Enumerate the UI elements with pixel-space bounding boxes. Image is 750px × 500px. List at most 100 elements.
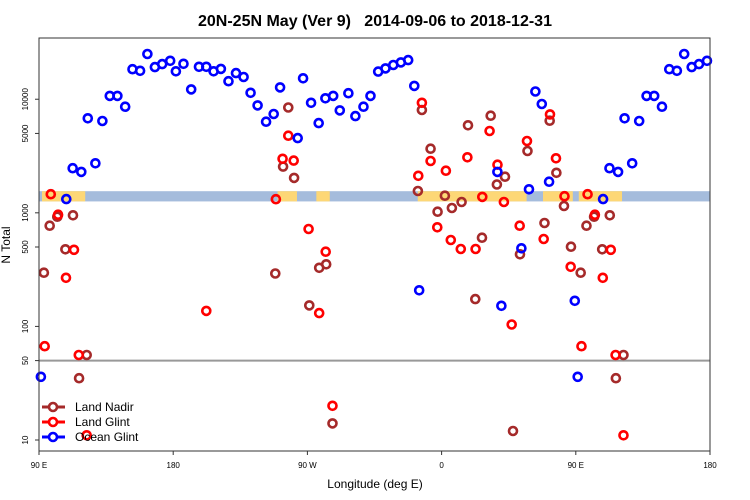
data-point	[178, 58, 189, 70]
land-segment	[277, 191, 297, 202]
data-point	[288, 172, 300, 184]
data-point	[425, 155, 436, 167]
data-point	[538, 233, 550, 245]
data-point	[610, 372, 622, 384]
x-tick-label: 90 E	[568, 461, 584, 470]
land-segment	[542, 191, 573, 202]
x-axis-label: Longitude (deg E)	[327, 477, 422, 491]
data-point	[44, 220, 56, 231]
data-point	[439, 190, 451, 201]
x-tick-label: 90 E	[31, 461, 47, 470]
data-point	[582, 188, 593, 200]
data-point	[408, 80, 420, 92]
data-point	[350, 110, 361, 122]
data-point	[544, 109, 556, 120]
data-point	[269, 268, 281, 279]
data-point	[97, 115, 108, 127]
data-point	[320, 246, 332, 257]
data-point	[119, 101, 131, 112]
data-point	[282, 102, 294, 113]
data-point	[292, 132, 304, 144]
data-point	[626, 158, 638, 169]
data-point	[230, 67, 242, 79]
data-point	[223, 75, 234, 87]
data-point	[470, 243, 481, 255]
data-point	[456, 196, 467, 208]
data-point	[572, 371, 584, 383]
y-axis-label: N Total	[0, 226, 13, 263]
data-point	[412, 170, 424, 182]
data-point	[201, 305, 212, 317]
data-point	[462, 120, 474, 131]
y-tick-label: 10	[21, 435, 30, 444]
data-point	[484, 125, 495, 137]
data-point	[514, 220, 526, 231]
data-point	[68, 244, 80, 256]
data-point	[112, 90, 123, 102]
y-tick-label: 500	[21, 240, 30, 254]
data-point	[678, 48, 690, 60]
data-point	[589, 209, 601, 220]
data-point	[313, 307, 325, 319]
data-point	[134, 65, 146, 77]
data-point	[45, 188, 57, 200]
x-tick-label: 0	[439, 461, 444, 470]
data-point	[320, 258, 332, 270]
data-point	[327, 90, 339, 102]
data-point	[215, 63, 227, 75]
data-point	[462, 152, 473, 163]
data-point	[648, 90, 660, 102]
data-point	[297, 73, 309, 84]
data-point	[523, 184, 535, 195]
data-point	[416, 97, 428, 109]
data-point	[558, 200, 570, 212]
data-point	[499, 171, 511, 182]
y-axis: 10 50 100 500 1000 5000 10000	[21, 88, 39, 444]
legend-item: Land Nadir	[42, 400, 134, 414]
data-point	[327, 418, 338, 429]
data-point	[618, 429, 629, 441]
data-point	[260, 116, 272, 127]
legend-label: Land Glint	[75, 415, 130, 429]
data-point	[201, 61, 212, 73]
data-point	[303, 223, 314, 235]
data-point	[277, 153, 288, 165]
data-point	[39, 340, 51, 352]
data-point	[446, 202, 458, 214]
data-point	[334, 105, 346, 116]
data-point	[67, 162, 78, 174]
series-land-nadir	[38, 102, 629, 437]
data-point	[575, 267, 587, 279]
data-point	[327, 400, 338, 412]
data-point	[252, 100, 263, 111]
data-point	[485, 110, 497, 121]
y-tick-label: 100	[21, 319, 30, 333]
data-point	[445, 234, 457, 246]
legend-item: Ocean Glint	[42, 430, 139, 444]
data-point	[522, 145, 533, 157]
land-segment	[417, 191, 527, 202]
data-point	[288, 155, 300, 166]
data-point	[597, 193, 609, 205]
data-point	[476, 191, 488, 203]
data-point	[73, 372, 85, 384]
legend-marker	[47, 431, 59, 443]
y-tick-label: 5000	[21, 124, 30, 142]
x-tick-label: 90 W	[298, 461, 317, 470]
data-point	[358, 101, 369, 112]
data-point	[270, 193, 282, 205]
data-point	[544, 115, 556, 126]
data-point	[476, 232, 488, 243]
data-point	[60, 272, 72, 284]
data-point	[633, 115, 645, 127]
data-point	[303, 300, 315, 311]
data-point	[82, 113, 94, 124]
data-point	[514, 249, 526, 260]
data-point	[581, 220, 592, 231]
data-point	[619, 113, 630, 124]
data-point	[268, 108, 280, 120]
legend-marker	[47, 401, 59, 413]
data-point	[559, 190, 570, 202]
